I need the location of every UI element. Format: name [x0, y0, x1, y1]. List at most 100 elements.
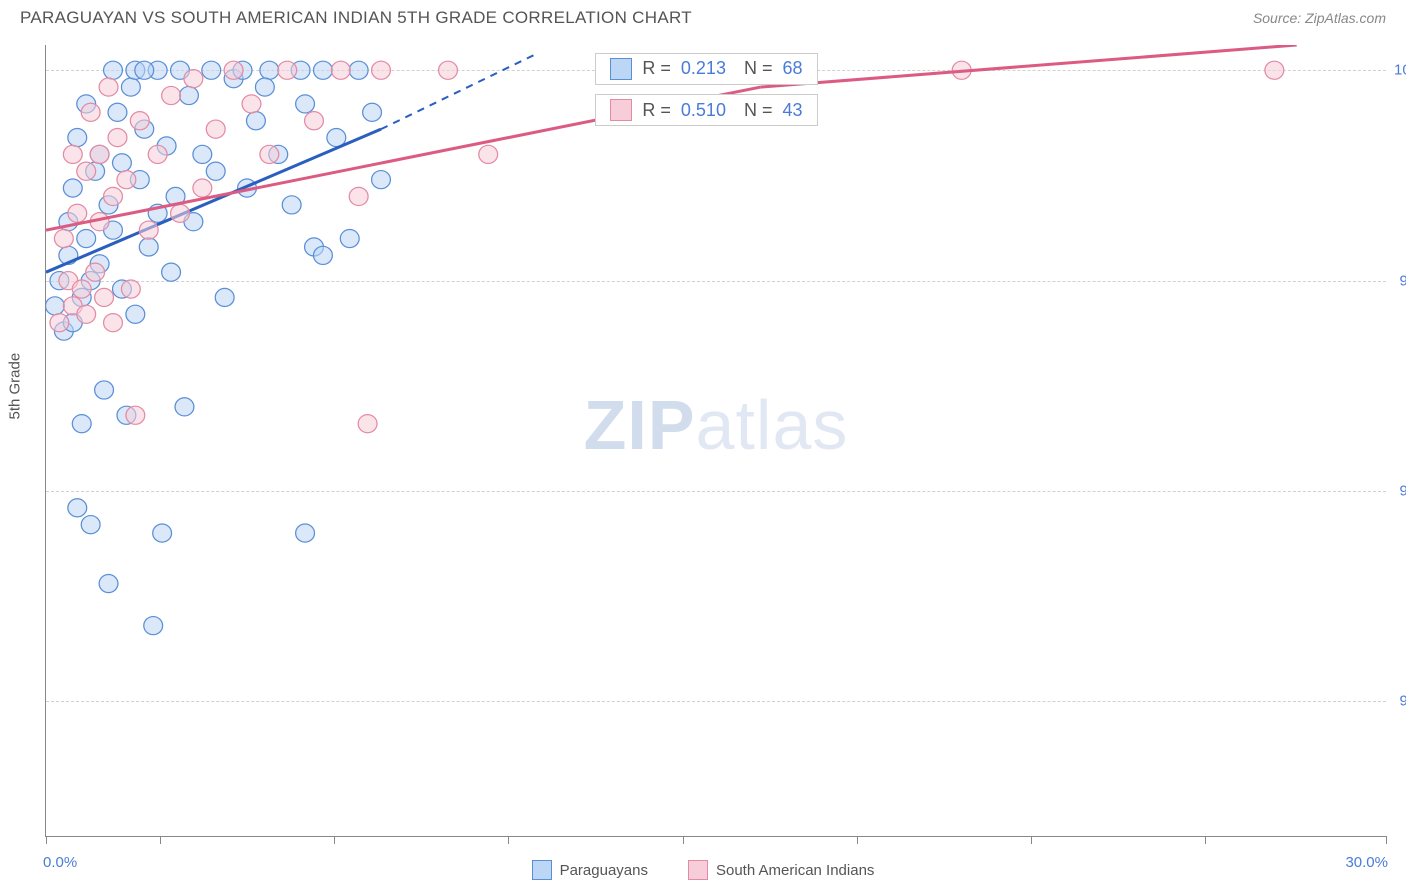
scatter-point [108, 128, 127, 146]
scatter-point [260, 61, 279, 79]
scatter-point [202, 61, 221, 79]
scatter-point [215, 288, 234, 306]
scatter-point [113, 154, 132, 172]
scatter-point [77, 162, 96, 180]
scatter-point [144, 617, 163, 635]
correlation-box: R = 0.213 N = 68 [595, 53, 817, 85]
scatter-point [206, 120, 225, 138]
scatter-point [95, 381, 114, 399]
r-value: 0.510 [681, 100, 726, 121]
r-value: 0.213 [681, 58, 726, 79]
y-tick-label: 100.0% [1394, 62, 1406, 79]
scatter-point [314, 61, 333, 79]
scatter-point [305, 112, 324, 130]
source-label: Source: ZipAtlas.com [1253, 10, 1386, 26]
scatter-point [139, 221, 158, 239]
scatter-point [372, 171, 391, 189]
scatter-point [358, 415, 377, 433]
scatter-point [224, 61, 243, 79]
scatter-point [372, 61, 391, 79]
scatter-point [363, 103, 382, 121]
scatter-point [282, 196, 301, 214]
x-tick [683, 836, 684, 844]
scatter-point [81, 516, 100, 534]
scatter-point [72, 280, 91, 298]
x-tick [508, 836, 509, 844]
scatter-point [121, 78, 140, 96]
scatter-point [296, 524, 315, 542]
x-tick [857, 836, 858, 844]
scatter-point [162, 263, 181, 281]
x-tick [1386, 836, 1387, 844]
scatter-point [479, 145, 498, 163]
scatter-point [296, 95, 315, 113]
swatch-icon [688, 860, 708, 880]
n-value: 68 [782, 58, 802, 79]
scatter-point [126, 406, 145, 424]
plot-region: ZIPatlas 92.5%95.0%97.5%100.0%R =0.213N … [45, 45, 1386, 837]
x-tick [334, 836, 335, 844]
legend-label: Paraguayans [560, 862, 648, 879]
scatter-point [117, 171, 136, 189]
x-tick [160, 836, 161, 844]
x-tick [46, 836, 47, 844]
legend: Paraguayans South American Indians [0, 860, 1406, 880]
scatter-point [104, 314, 123, 332]
scatter-point [175, 398, 194, 416]
scatter-point [139, 238, 158, 256]
swatch-icon [610, 99, 632, 121]
swatch-icon [610, 58, 632, 80]
scatter-point [81, 103, 100, 121]
y-tick-label: 95.0% [1394, 482, 1406, 499]
scatter-point [130, 112, 149, 130]
r-label: R = [642, 100, 671, 121]
y-tick-label: 97.5% [1394, 272, 1406, 289]
scatter-point [99, 78, 118, 96]
scatter-point [104, 61, 123, 79]
n-label: N = [744, 100, 773, 121]
legend-label: South American Indians [716, 862, 874, 879]
scatter-point [90, 145, 109, 163]
scatter-point [148, 145, 167, 163]
correlation-box: R = 0.510 N = 43 [595, 94, 817, 126]
scatter-point [184, 70, 203, 88]
scatter-point [171, 204, 190, 222]
scatter-point [278, 61, 297, 79]
scatter-point [72, 415, 91, 433]
scatter-point [153, 524, 172, 542]
scatter-point [46, 297, 64, 315]
scatter-point [63, 179, 82, 197]
scatter-point [50, 314, 69, 332]
scatter-point [77, 229, 96, 247]
chart-area: ZIPatlas 92.5%95.0%97.5%100.0%R =0.213N … [45, 45, 1386, 837]
r-label: R = [642, 58, 671, 79]
scatter-point [255, 78, 274, 96]
scatter-point [99, 574, 118, 592]
scatter-point [180, 86, 199, 104]
scatter-point [193, 179, 212, 197]
x-tick [1031, 836, 1032, 844]
swatch-icon [532, 860, 552, 880]
scatter-point [86, 263, 105, 281]
n-label: N = [744, 58, 773, 79]
scatter-point [439, 61, 458, 79]
scatter-point [193, 145, 212, 163]
scatter-point [108, 103, 127, 121]
n-value: 43 [782, 100, 802, 121]
scatter-point [135, 61, 154, 79]
y-axis-label: 5th Grade [7, 353, 24, 420]
scatter-point [121, 280, 140, 298]
scatter-point [104, 187, 123, 205]
scatter-point [95, 288, 114, 306]
legend-item: South American Indians [688, 860, 874, 880]
scatter-point [1265, 61, 1284, 79]
scatter-point [63, 145, 82, 163]
scatter-point [340, 229, 359, 247]
scatter-point [68, 128, 87, 146]
scatter-point [126, 305, 145, 323]
scatter-svg [46, 45, 1386, 836]
scatter-point [242, 95, 261, 113]
scatter-point [162, 86, 181, 104]
scatter-point [68, 499, 87, 517]
trend-line-ext [381, 53, 537, 129]
